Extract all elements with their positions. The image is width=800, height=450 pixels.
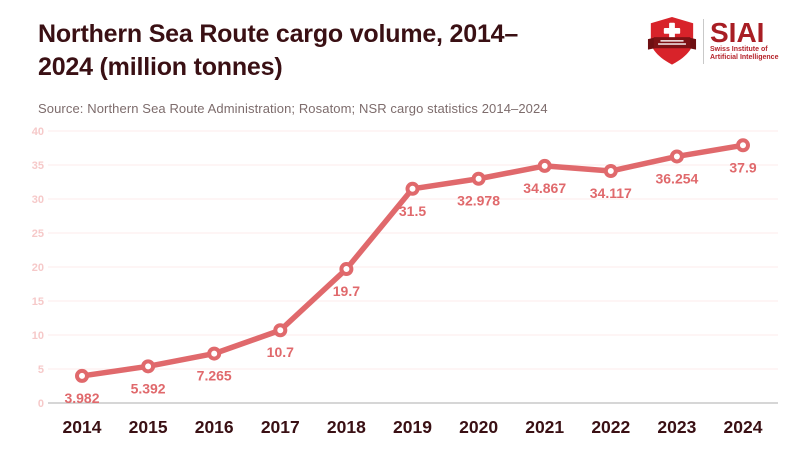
- x-tick-label: 2018: [327, 417, 366, 437]
- data-point-label: 5.392: [131, 380, 166, 396]
- data-point-label: 37.9: [729, 159, 756, 175]
- y-tick-label: 35: [32, 160, 44, 172]
- x-tick-label: 2024: [724, 417, 763, 437]
- data-point: [537, 158, 552, 173]
- logo-tagline-line1: Swiss Institute of: [710, 45, 768, 53]
- data-point-label: 36.254: [655, 170, 698, 186]
- y-tick-label: 0: [38, 398, 44, 410]
- data-point-label: 34.867: [523, 180, 566, 196]
- data-point: [75, 368, 89, 383]
- x-tick-label: 2021: [525, 417, 564, 437]
- x-tick-label: 2023: [657, 417, 696, 437]
- x-tick-label: 2017: [261, 417, 300, 437]
- logo-divider: [703, 18, 704, 64]
- x-tick-label: 2015: [129, 417, 168, 437]
- data-point: [141, 359, 156, 374]
- y-tick-label: 20: [32, 262, 44, 274]
- data-point: [736, 138, 750, 153]
- data-point-label: 10.7: [267, 344, 294, 360]
- data-point-label: 34.117: [590, 185, 632, 201]
- y-tick-label: 40: [32, 126, 44, 138]
- source-attribution: Source: Northern Sea Route Administratio…: [38, 101, 548, 116]
- y-tick-label: 5: [38, 364, 44, 376]
- data-point: [339, 262, 354, 277]
- data-point: [273, 323, 288, 338]
- y-tick-label: 25: [32, 228, 44, 240]
- data-point-label: 31.5: [399, 203, 426, 219]
- x-tick-label: 2014: [63, 417, 102, 437]
- data-point: [669, 149, 684, 164]
- data-point: [471, 171, 486, 186]
- page-title-line1: Northern Sea Route cargo volume, 2014–: [38, 20, 519, 48]
- x-tick-label: 2022: [591, 417, 630, 437]
- cargo-volume-line: [79, 142, 746, 379]
- x-tick-label: 2020: [459, 417, 498, 437]
- page-title-line2: 2024 (million tonnes): [38, 53, 283, 81]
- data-point-label: 19.7: [333, 283, 360, 299]
- data-point-label: 32.978: [457, 193, 500, 209]
- x-tick-label: 2019: [393, 417, 432, 437]
- y-tick-label: 30: [32, 194, 44, 206]
- siai-logo: SIAI Swiss Institute of Artificial Intel…: [647, 15, 778, 67]
- y-tick-label: 15: [32, 296, 44, 308]
- data-point: [603, 164, 618, 179]
- logo-tagline-line2: Artificial Intelligence: [710, 54, 779, 61]
- data-point: [405, 181, 420, 196]
- logo-text: SIAI Swiss Institute of Artificial Intel…: [710, 16, 779, 63]
- data-point-label: 3.982: [64, 390, 99, 406]
- x-tick-label: 2016: [195, 417, 234, 437]
- y-tick-label: 10: [32, 330, 44, 342]
- data-point: [207, 346, 222, 361]
- data-point-label: 7.265: [197, 368, 232, 384]
- swiss-shield-icon: [647, 16, 697, 65]
- logo-wordmark: SIAI: [710, 16, 765, 48]
- page-title: Northern Sea Route cargo volume, 2014– 2…: [38, 18, 618, 84]
